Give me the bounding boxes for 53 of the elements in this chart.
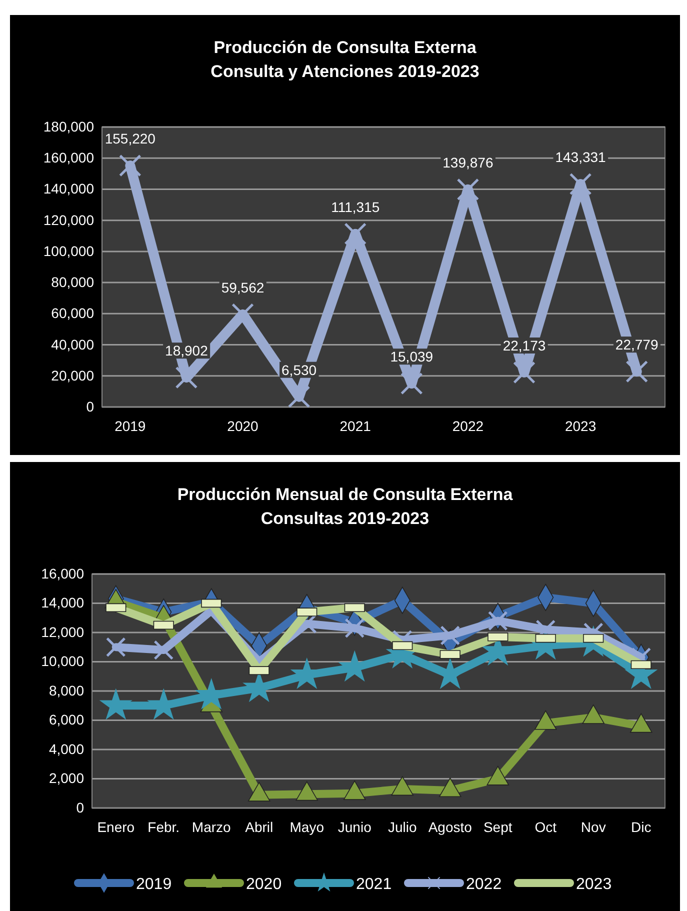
y-tick-label: 4,000 xyxy=(48,740,84,757)
legend-label: 2020 xyxy=(246,876,282,893)
x-tick-label: Dic xyxy=(631,818,652,835)
y-tick-label: 140,000 xyxy=(43,180,94,197)
x-tick-label: Febr. xyxy=(148,818,180,835)
chart-title: Producción de Consulta Externa Consulta y Atenciones 2019-2023 xyxy=(210,38,480,81)
x-tick-label: Agosto xyxy=(428,818,472,835)
y-tick-label: 2,000 xyxy=(48,770,84,786)
data-label: 18,902 xyxy=(165,342,208,359)
x-tick-label: Enero xyxy=(97,818,135,835)
data-label: 155,220 xyxy=(104,130,156,147)
chart-title: Producción Mensual de Consulta Externa Consultas 2019-2023 xyxy=(177,485,514,528)
x-tick-label: 2019 xyxy=(114,418,146,434)
y-tick-label: 160,000 xyxy=(43,150,94,166)
data-label: 111,315 xyxy=(331,198,380,215)
data-label: 139,876 xyxy=(442,154,494,170)
y-tick-label: 180,000 xyxy=(43,118,94,134)
x-tick-label: 2022 xyxy=(452,418,484,434)
y-tick-label: 100,000 xyxy=(43,242,94,259)
data-label: 22,173 xyxy=(502,338,546,354)
x-tick-label: 2020 xyxy=(227,418,259,434)
y-tick-label: 0 xyxy=(86,398,94,414)
x-tick-label: Oct xyxy=(534,818,557,835)
x-tick-label: Sept xyxy=(483,818,512,835)
y-tick-label: 120,000 xyxy=(43,212,94,228)
data-label: 59,562 xyxy=(221,279,264,296)
legend-label: 2019 xyxy=(136,876,172,893)
data-label: 143,331 xyxy=(555,149,606,166)
y-tick-label: 80,000 xyxy=(51,274,94,290)
x-tick-label: Julio xyxy=(388,818,417,835)
x-tick-label: 2023 xyxy=(564,418,596,434)
x-tick-label: 2021 xyxy=(340,418,372,434)
legend-label: 2022 xyxy=(466,876,502,893)
x-tick-label: Abril xyxy=(245,818,274,835)
x-tick-label: Mayo xyxy=(290,818,324,835)
y-tick-label: 16,000 xyxy=(41,565,84,582)
y-tick-label: 6,000 xyxy=(48,712,84,728)
y-tick-label: 10,000 xyxy=(41,653,84,670)
y-tick-label: 0 xyxy=(76,799,84,816)
y-tick-label: 8,000 xyxy=(48,682,84,698)
data-label: 15,039 xyxy=(390,348,434,365)
y-tick-label: 12,000 xyxy=(41,624,84,640)
y-tick-label: 14,000 xyxy=(41,594,84,611)
y-tick-label: 40,000 xyxy=(51,336,94,352)
y-tick-label: 20,000 xyxy=(51,367,94,384)
x-tick-label: Marzo xyxy=(192,818,232,835)
legend-label: 2021 xyxy=(356,876,392,893)
x-tick-label: Nov xyxy=(580,818,606,835)
y-tick-label: 60,000 xyxy=(51,305,94,322)
data-label: 22,779 xyxy=(615,336,658,353)
data-label: 6,530 xyxy=(282,362,317,378)
x-tick-label: Junio xyxy=(338,818,372,835)
legend-label: 2023 xyxy=(576,876,612,893)
